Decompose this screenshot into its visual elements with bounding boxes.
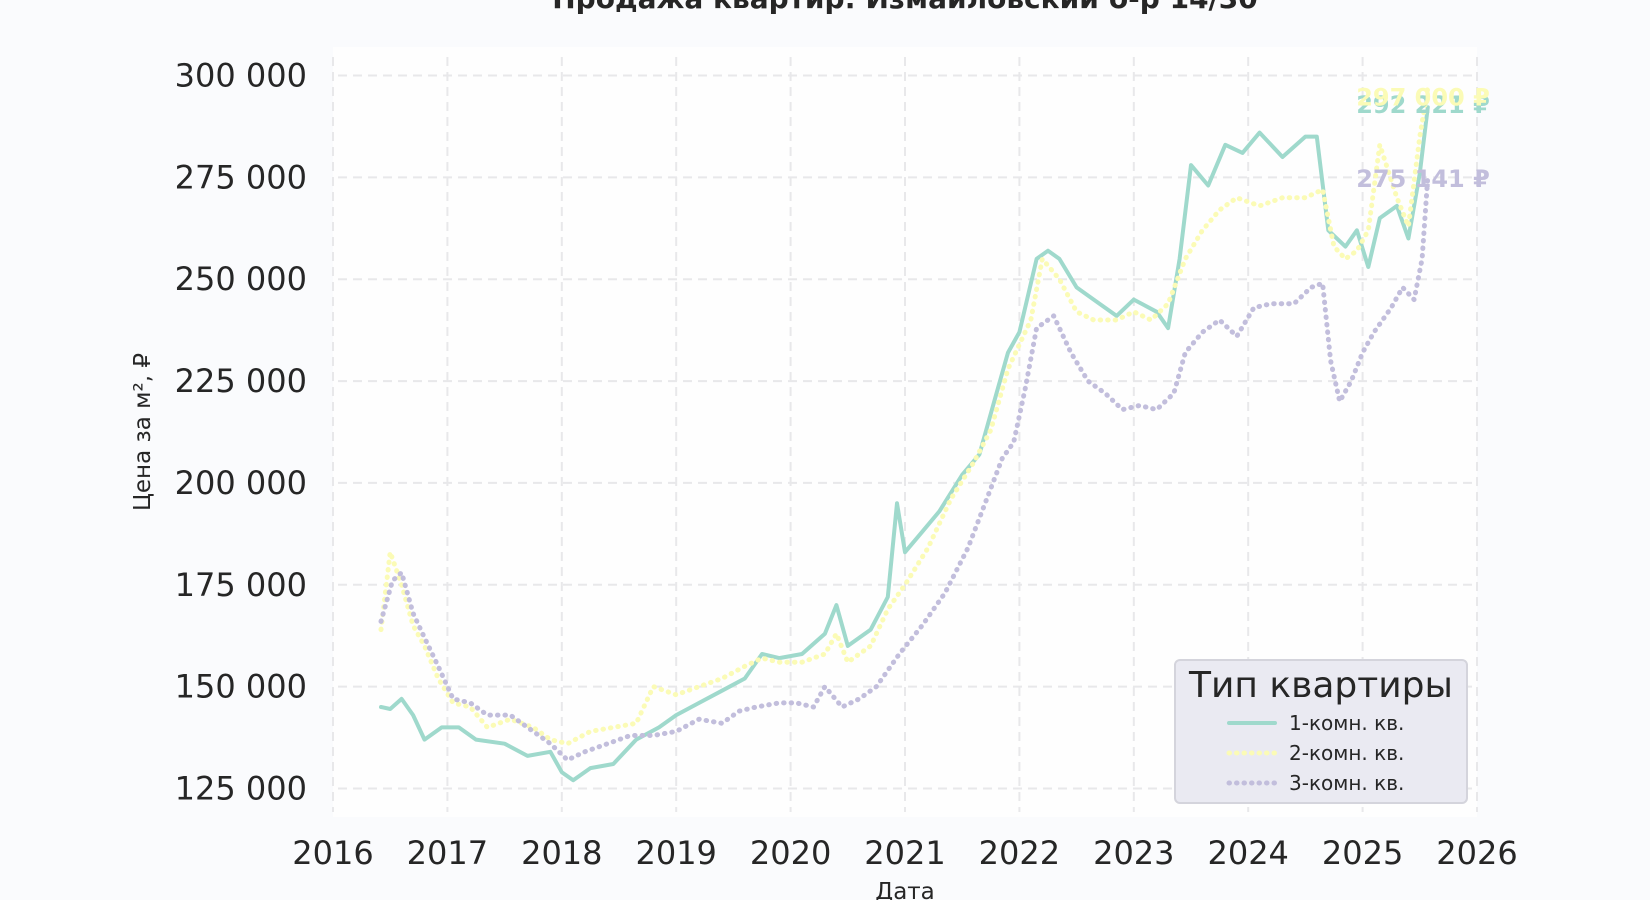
legend-items: 1-комн. кв. 2-комн. кв. 3-комн. кв. bbox=[1226, 711, 1404, 795]
legend-box bbox=[1174, 659, 1468, 804]
chart-title: Продажа квартир: Измайловский б-р 14/30 bbox=[552, 0, 1258, 15]
series-line bbox=[378, 174, 1431, 763]
x-tick-labels: 2016 2017 2018 2019 2020 2021 2022 2023 2024 2025… bbox=[292, 834, 1517, 872]
x-tick-label: 2026 bbox=[1436, 834, 1517, 872]
x-tick-label: 2023 bbox=[1093, 834, 1174, 872]
y-tick-label: 150 000 bbox=[175, 668, 307, 706]
end-labels: 292 221 ₽297 000 ₽ 275 141 ₽ bbox=[1356, 84, 1490, 193]
y-tick-label: 250 000 bbox=[175, 260, 307, 298]
series-end-label: 292 221 ₽ bbox=[1356, 91, 1490, 119]
y-tick-label: 125 000 bbox=[175, 769, 307, 807]
legend-label: 1-комн. кв. bbox=[1289, 711, 1404, 735]
x-tick-label: 2022 bbox=[979, 834, 1060, 872]
x-tick-label: 2016 bbox=[292, 834, 373, 872]
series-line bbox=[379, 105, 1430, 783]
series-layer bbox=[378, 85, 1431, 783]
y-tick-labels: 125 000 150 000 175 000 200 000 225 000 250 0… bbox=[175, 57, 307, 808]
legend-label: 2-комн. кв. bbox=[1289, 741, 1404, 765]
x-tick-label: 2019 bbox=[635, 834, 716, 872]
x-tick-label: 2025 bbox=[1322, 834, 1403, 872]
grid bbox=[332, 57, 1478, 812]
series-end-label: 297 000 ₽ bbox=[1356, 84, 1490, 112]
y-tick-label: 275 000 bbox=[175, 158, 307, 196]
legend-title: Тип квартиры bbox=[1188, 665, 1453, 706]
y-tick-label: 225 000 bbox=[175, 362, 307, 400]
x-tick-label: 2020 bbox=[750, 834, 831, 872]
y-axis-label: Цена за м², ₽ bbox=[130, 353, 156, 511]
y-tick-label: 200 000 bbox=[175, 464, 307, 502]
series-line bbox=[378, 85, 1431, 747]
x-tick-label: 2024 bbox=[1207, 834, 1288, 872]
y-tick-label: 300 000 bbox=[175, 57, 307, 95]
series-end-label: 275 141 ₽ bbox=[1356, 165, 1490, 193]
y-tick-label: 175 000 bbox=[175, 566, 307, 604]
x-tick-label: 2018 bbox=[521, 834, 602, 872]
x-tick-label: 2017 bbox=[407, 834, 488, 872]
legend-label: 3-комн. кв. bbox=[1289, 771, 1404, 795]
legend: Тип квартиры 1-комн. кв. 2-комн. кв. 3-ком… bbox=[1174, 659, 1468, 804]
x-axis-label: Дата bbox=[875, 879, 935, 900]
x-tick-label: 2021 bbox=[864, 834, 945, 872]
